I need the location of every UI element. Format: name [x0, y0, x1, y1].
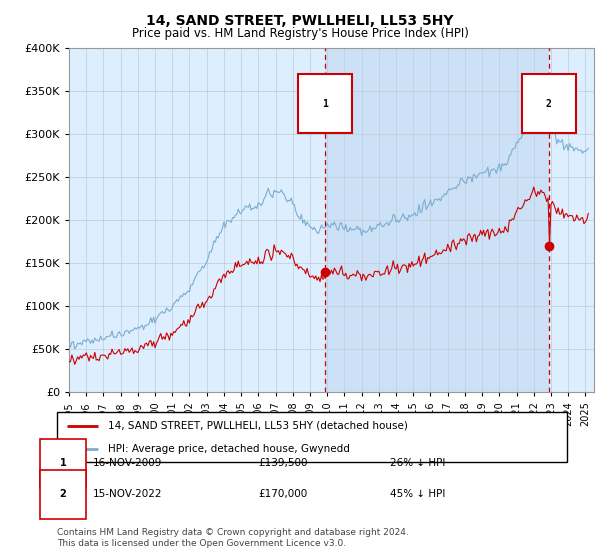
Text: 14, SAND STREET, PWLLHELI, LL53 5HY: 14, SAND STREET, PWLLHELI, LL53 5HY: [146, 14, 454, 28]
Text: 16-NOV-2009: 16-NOV-2009: [93, 459, 163, 468]
Text: 14, SAND STREET, PWLLHELI, LL53 5HY (detached house): 14, SAND STREET, PWLLHELI, LL53 5HY (det…: [108, 421, 408, 431]
Text: 26% ↓ HPI: 26% ↓ HPI: [390, 459, 445, 468]
Text: 1: 1: [322, 99, 328, 109]
Text: 15-NOV-2022: 15-NOV-2022: [93, 489, 163, 499]
Text: Price paid vs. HM Land Registry's House Price Index (HPI): Price paid vs. HM Land Registry's House …: [131, 27, 469, 40]
Text: £170,000: £170,000: [258, 489, 307, 499]
Text: HPI: Average price, detached house, Gwynedd: HPI: Average price, detached house, Gwyn…: [108, 445, 350, 454]
Text: Contains HM Land Registry data © Crown copyright and database right 2024.
This d: Contains HM Land Registry data © Crown c…: [57, 528, 409, 548]
Text: 1: 1: [59, 459, 67, 468]
Text: £139,500: £139,500: [258, 459, 308, 468]
Text: 2: 2: [546, 99, 552, 109]
Text: 45% ↓ HPI: 45% ↓ HPI: [390, 489, 445, 499]
Text: 2: 2: [59, 489, 67, 499]
Bar: [325, 48, 549, 392]
